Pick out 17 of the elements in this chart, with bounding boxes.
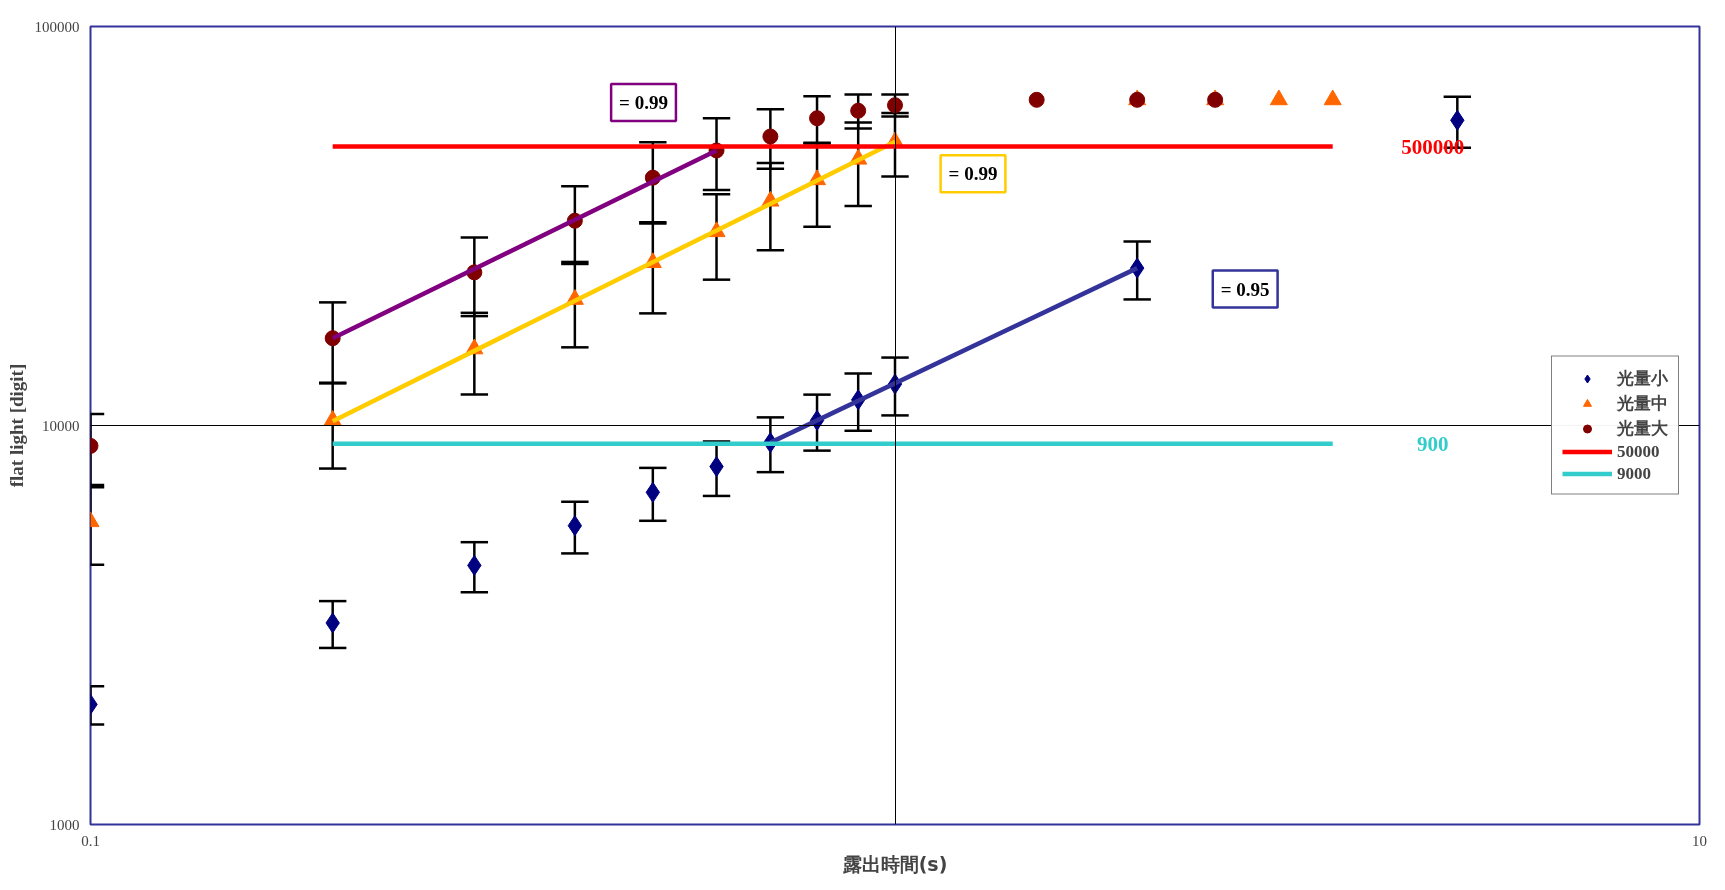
annotation: = 0.99 bbox=[948, 163, 998, 185]
legend-label: 9000 bbox=[1617, 463, 1651, 484]
legend-label: 光量小 bbox=[1617, 367, 1668, 390]
annotation: 900 bbox=[1416, 431, 1449, 456]
x-axis-title: 露出時間(s) bbox=[841, 852, 948, 875]
legend-label: 50000 bbox=[1617, 441, 1660, 462]
y-tick-label: 100000 bbox=[34, 18, 80, 35]
annotation: = 0.95 bbox=[1220, 278, 1270, 300]
y-tick-label: 10000 bbox=[42, 417, 80, 434]
legend-label: 光量中 bbox=[1617, 392, 1668, 415]
x-tick-label: 0.1 bbox=[81, 832, 100, 849]
annotation: 500000 bbox=[1401, 134, 1465, 159]
y-tick-label: 1000 bbox=[49, 816, 80, 833]
y-axis-title: flat light [digit] bbox=[5, 363, 27, 488]
x-tick-label: 10 bbox=[1692, 832, 1707, 849]
annotation: = 0.99 bbox=[619, 91, 668, 113]
legend-label: 光量大 bbox=[1617, 417, 1668, 440]
